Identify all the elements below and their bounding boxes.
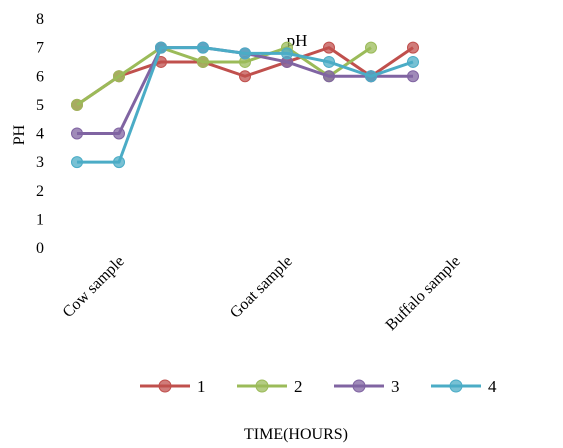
data-point [113, 127, 125, 140]
series-line [76, 46, 372, 107]
legend-item: 3 [334, 377, 400, 396]
y-tick-label: 0 [36, 240, 44, 257]
x-tick-label: Goat sample [227, 253, 296, 322]
x-tick-label: Cow sample [60, 253, 128, 321]
data-point [281, 47, 293, 60]
y-tick-label: 4 [36, 126, 44, 143]
legend-label: 4 [488, 377, 497, 396]
data-point [407, 55, 419, 68]
data-point [197, 55, 209, 68]
legend-item: 4 [431, 377, 497, 396]
y-tick-label: 1 [36, 211, 44, 228]
legend-label: 3 [391, 377, 400, 396]
data-point [323, 41, 335, 54]
data-point [239, 47, 251, 60]
legend-label: 1 [197, 377, 206, 396]
x-axis-tick-labels: Cow sample Goat sample Buffalo sample [60, 253, 464, 334]
legend: 1 2 3 4 [140, 377, 497, 396]
series-4 [71, 41, 419, 169]
y-axis-title: PH [11, 124, 28, 145]
y-tick-label: 5 [36, 97, 44, 114]
y-tick-label: 7 [36, 40, 44, 57]
y-tick-label: 8 [36, 11, 44, 28]
y-axis-tick-labels: 0 1 2 3 4 5 6 7 8 [36, 11, 44, 257]
data-point [323, 55, 335, 68]
legend-marker [449, 379, 463, 393]
legend-marker [158, 379, 172, 393]
data-point [113, 70, 125, 83]
y-tick-label: 3 [36, 154, 44, 171]
x-axis-title: TIME(HOURS) [244, 426, 348, 443]
legend-label: 2 [294, 377, 303, 396]
data-point [239, 70, 251, 83]
legend-marker [255, 379, 269, 393]
data-point [365, 41, 377, 54]
data-point [365, 70, 377, 83]
data-point [323, 70, 335, 83]
data-point [407, 70, 419, 83]
data-point [407, 41, 419, 54]
x-tick-label: Buffalo sample [383, 253, 464, 334]
data-point [71, 127, 83, 140]
y-tick-label: 6 [36, 68, 44, 85]
series-layer [71, 41, 419, 169]
legend-marker [352, 379, 366, 393]
legend-item: 2 [237, 377, 303, 396]
y-tick-label: 2 [36, 183, 44, 200]
legend-item: 1 [140, 377, 206, 396]
data-point [71, 98, 83, 111]
data-point [71, 156, 83, 169]
data-point [113, 156, 125, 169]
data-point [197, 41, 209, 54]
data-point [155, 41, 167, 54]
